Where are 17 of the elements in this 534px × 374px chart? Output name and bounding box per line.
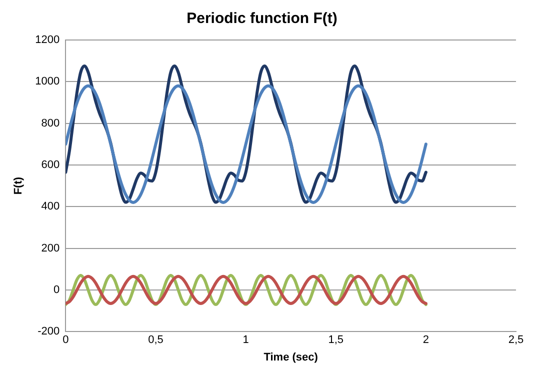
x-tick-label: 1,5 [328, 334, 344, 346]
y-axis-title: F(t) [12, 176, 25, 195]
y-tick-label: 400 [41, 200, 60, 213]
y-tick-label: -200 [38, 326, 60, 338]
x-axis-title: Time (sec) [264, 351, 318, 364]
y-tick-label: 200 [41, 242, 60, 254]
y-tick-label: 800 [41, 117, 60, 130]
y-tick-label: 1000 [35, 76, 60, 88]
x-tick-label: 1 [242, 334, 249, 346]
x-tick-label: 2 [422, 334, 429, 346]
x-tick-label: 0 [62, 334, 69, 346]
y-tick-label: 600 [41, 159, 60, 172]
y-tick-label: 0 [54, 284, 60, 296]
y-tick-label: 1200 [35, 34, 60, 46]
x-tick-label: 0,5 [148, 334, 164, 346]
x-tick-label: 2,5 [508, 334, 524, 346]
chart-title: Periodic function F(t) [186, 10, 338, 28]
